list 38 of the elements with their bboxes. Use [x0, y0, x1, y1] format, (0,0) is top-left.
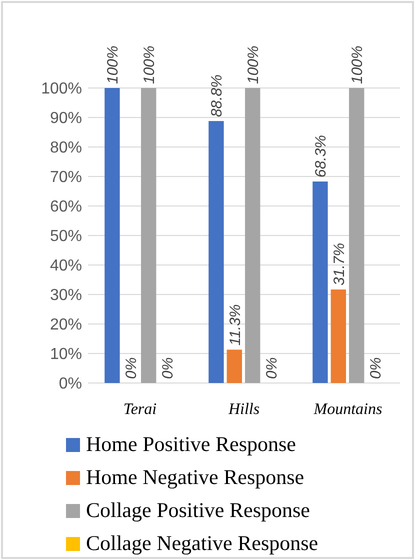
data-label: 68.3%: [312, 134, 330, 178]
x-tick-label: Terai: [123, 401, 157, 418]
y-tick-label: 90%: [50, 110, 82, 128]
data-label: 100%: [104, 46, 122, 84]
legend-label: Collage Positive Response: [86, 498, 310, 522]
legend-label: Home Positive Response: [86, 432, 296, 456]
data-label: 0%: [367, 357, 384, 379]
x-tick-label: Mountains: [312, 401, 382, 418]
data-label: 0%: [159, 357, 176, 379]
data-label: 0%: [122, 357, 140, 379]
y-tick-label: 40%: [50, 258, 82, 275]
data-label: 0%: [263, 357, 280, 379]
y-tick-label: 60%: [50, 198, 82, 216]
y-tick-label: 20%: [50, 316, 82, 334]
y-tick-label: 100%: [41, 80, 82, 98]
bar: [349, 88, 364, 383]
legend-label: Home Negative Response: [86, 465, 304, 489]
y-tick-label: 0%: [58, 376, 82, 393]
data-label: 100%: [141, 46, 158, 84]
bar: [104, 88, 120, 383]
bar: [226, 350, 242, 383]
data-label: 11.3%: [226, 304, 244, 346]
y-tick-label: 30%: [50, 287, 82, 304]
bar: [312, 182, 328, 383]
y-tick-label: 80%: [50, 140, 82, 157]
legend-label: Collage Negative Response: [86, 531, 318, 555]
bar: [245, 88, 260, 383]
y-tick-label: 70%: [50, 169, 82, 186]
data-label: 100%: [245, 46, 262, 84]
y-tick-label: 50%: [50, 228, 82, 246]
bar: [208, 121, 224, 383]
x-tick-label: Hills: [227, 401, 260, 418]
bar: [141, 88, 156, 383]
data-label: 100%: [349, 46, 366, 84]
y-tick-label: 10%: [50, 346, 82, 364]
data-label: 88.8%: [208, 74, 226, 118]
data-label: 31.7%: [330, 242, 348, 286]
bar: [330, 289, 346, 383]
